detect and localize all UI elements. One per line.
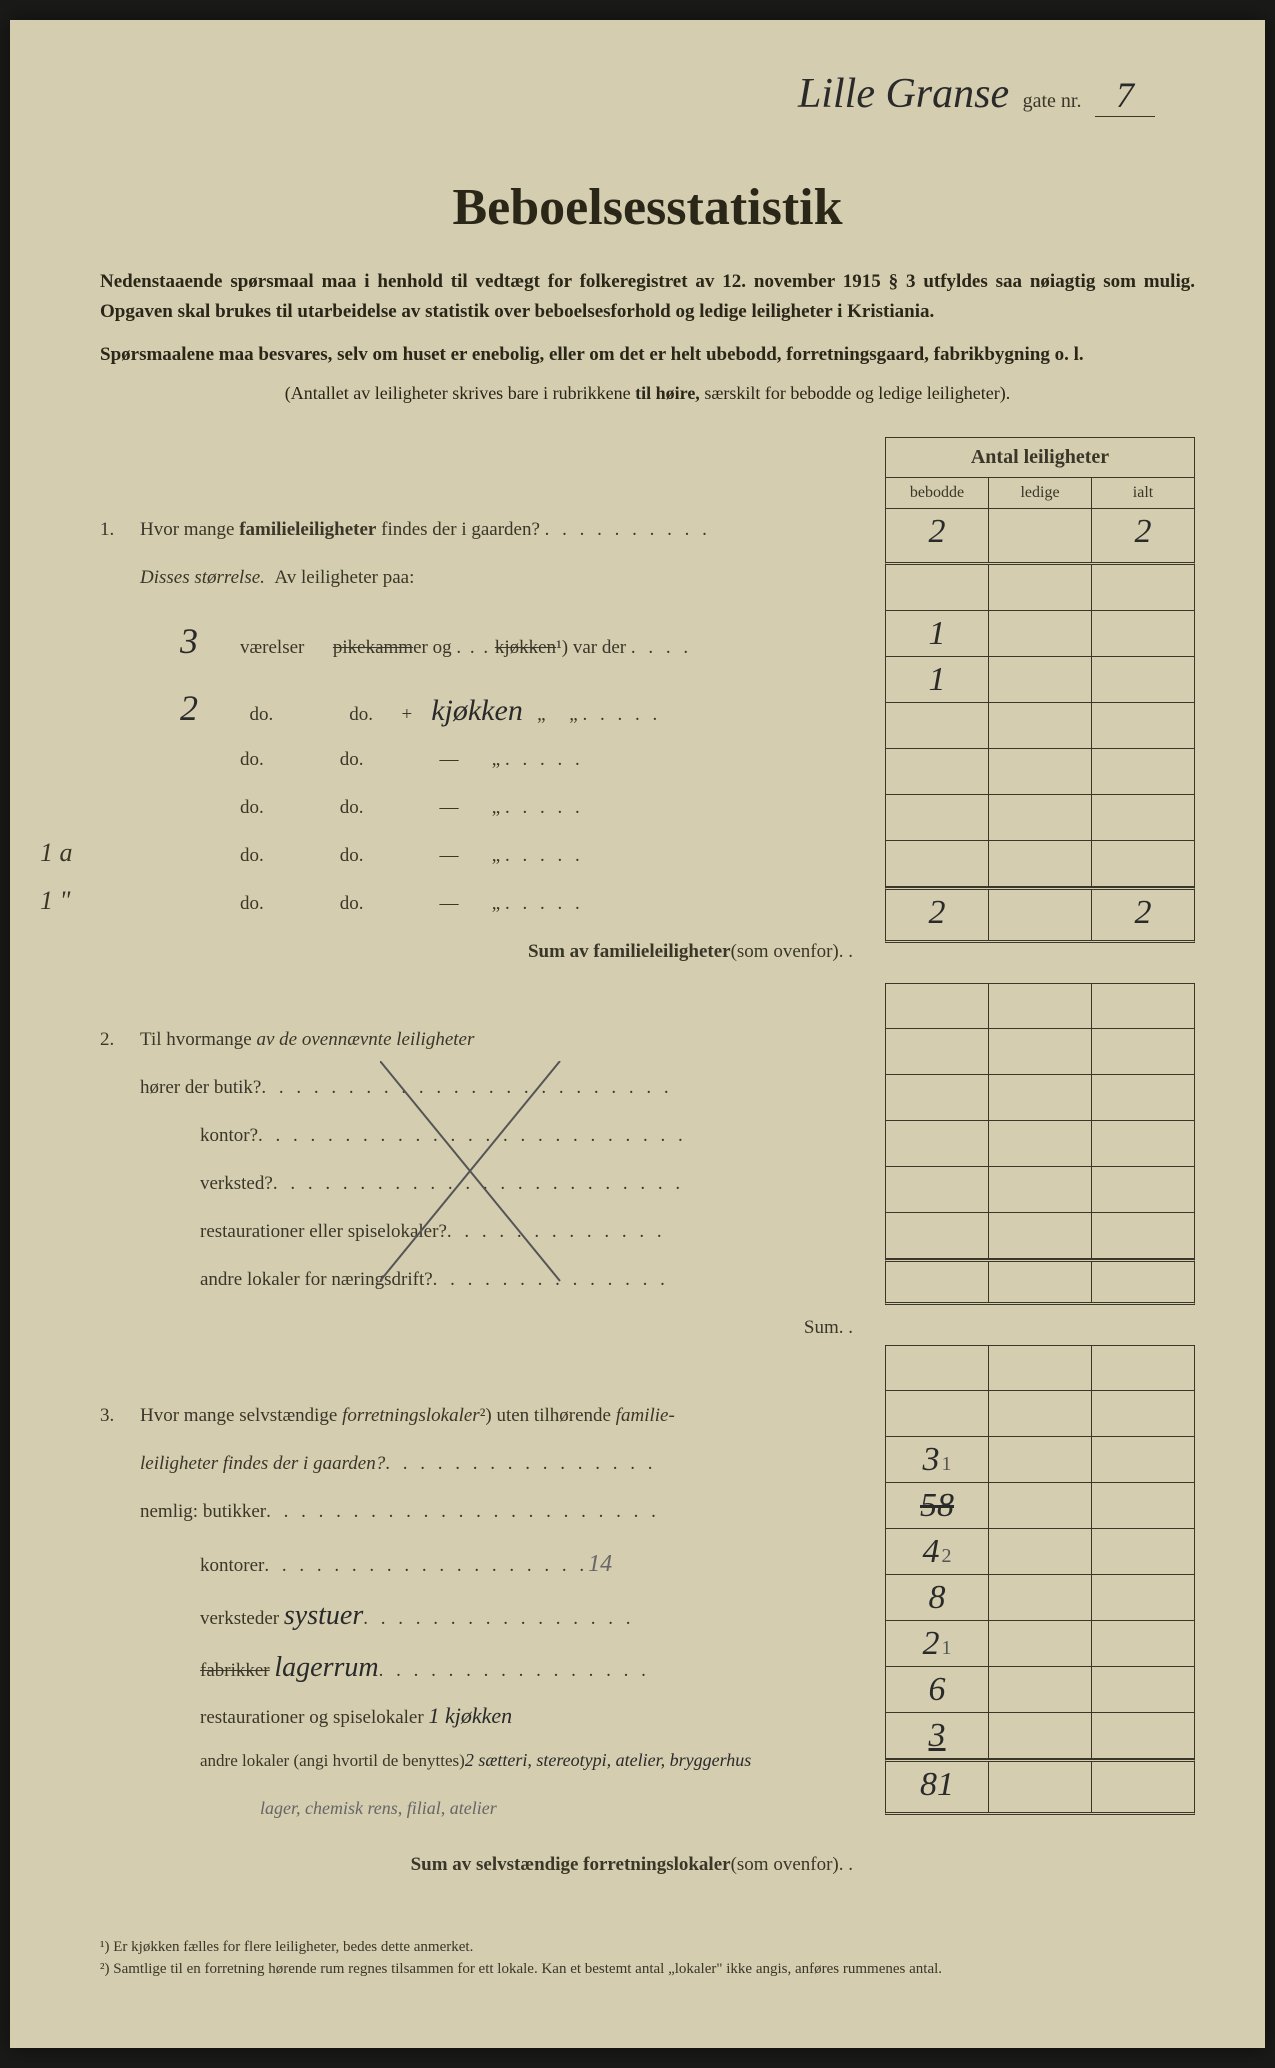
table-row-size1: 1 (885, 611, 1195, 657)
q2-sum-row: Sum . . (100, 1311, 863, 1357)
q2-text: Til hvormange av de ovennævnte leilighet… (140, 1023, 863, 1057)
question-3: 3. Hvor mange selvstændige forretningslo… (100, 1399, 863, 1445)
q1-size-row-1: 3 værelser pikekammer og . . . kjøkken¹)… (100, 609, 863, 674)
q3-text-cont: leiligheter findes der i gaarden? . . . … (100, 1447, 863, 1493)
table-row-q2-5 (885, 1213, 1195, 1259)
q3-line-andre: andre lokaler (angi hvortil de benyttes)… (100, 1744, 863, 1790)
table-row-q3-header2 (885, 1391, 1195, 1437)
table-header-title: Antal leiligheter (886, 438, 1194, 478)
q3-line-verksteder: verksteder systuer . . . . . . . . . . .… (100, 1591, 863, 1641)
table-row-size6 (885, 841, 1195, 887)
table-row-size4 (885, 749, 1195, 795)
table-row-q2-1 (885, 1029, 1195, 1075)
question-1: 1. Hvor mange familieleiligheter findes … (100, 513, 863, 559)
content-area: 1. Hvor mange familieleiligheter findes … (100, 437, 1195, 1895)
table-row-q2-sum (885, 1259, 1195, 1305)
q1-number: 1. (100, 513, 140, 547)
table-row-q2-3 (885, 1121, 1195, 1167)
q1-sub-label: Disses størrelse. Av leiligheter paa: (100, 561, 863, 607)
q2-line-butik: hører der butik? . . . . . . . . . . . .… (100, 1071, 863, 1117)
intro-para-1: Nedenstaaende spørsmaal maa i henhold ti… (100, 267, 1195, 328)
q2-line-andre: andre lokaler for næringsdrift? . . . . … (100, 1263, 863, 1309)
margin-note-1: 1 a (40, 830, 73, 877)
q1-size-row-4: do. do. — „ . . . . . (100, 791, 863, 837)
room-count-2: 2 (180, 676, 240, 741)
footnotes: ¹) Er kjøkken fælles for flere leilighet… (100, 1936, 1195, 1981)
table-row-size5 (885, 795, 1195, 841)
gate-label: gate nr. (1023, 90, 1082, 112)
table-column: Antal leiligheter bebodde ledige ialt 2 … (885, 437, 1195, 1895)
table-row-q3-fabrikker: 8 (885, 1575, 1195, 1621)
q2-line-kontor: kontor? . . . . . . . . . . . . . . . . … (100, 1119, 863, 1165)
intro-para-3: (Antallet av leiligheter skrives bare i … (100, 380, 1195, 407)
table-row-q2-2 (885, 1075, 1195, 1121)
q3-number: 3. (100, 1399, 140, 1433)
room-count-1: 3 (180, 609, 240, 674)
col-ialt: ialt (1092, 478, 1194, 508)
table-row-q2-4 (885, 1167, 1195, 1213)
q2-line-restaurationer: restaurationer eller spiselokaler? . . .… (100, 1215, 863, 1261)
q2-number: 2. (100, 1023, 140, 1057)
q3-line-extra: lager, chemisk rens, filial, atelier (100, 1792, 863, 1838)
q1-sum-row: Sum av familieleiligheter (som ovenfor) … (100, 935, 863, 981)
table-row-q1-sum: 2 2 (885, 887, 1195, 943)
header-line: Lille Granse gate nr. 7 (100, 70, 1195, 118)
margin-note-2: 1 " (40, 878, 70, 925)
q3-line-fabrikker: fabrikker lagerrum . . . . . . . . . . .… (100, 1643, 863, 1693)
table-row-q3-header (885, 1345, 1195, 1391)
q3-line-butikker: nemlig: butikker . . . . . . . . . . . .… (100, 1495, 863, 1541)
q3-text: Hvor mange selvstændige forretningslokal… (140, 1399, 863, 1433)
street-name: Lille Granse (798, 71, 1009, 117)
table-row-q3-rest: 21 (885, 1621, 1195, 1667)
page-title: Beboelsesstatistik (100, 178, 1195, 237)
footnote-1: ¹) Er kjøkken fælles for flere leilighet… (100, 1936, 1195, 1959)
col-ledige: ledige (989, 478, 1092, 508)
q3-line-kontorer: kontorer . . . . . . . . . . . . . . . .… (100, 1543, 863, 1589)
table-row-q3-kontorer: 58 (885, 1483, 1195, 1529)
q1-text: Hvor mange familieleiligheter findes der… (140, 513, 863, 547)
table-row-q2-header (885, 983, 1195, 1029)
intro-para-2: Spørsmaalene maa besvares, selv om huset… (100, 340, 1195, 370)
table-row-spacer (885, 565, 1195, 611)
table-header-cols: bebodde ledige ialt (886, 478, 1194, 508)
document-page: Lille Granse gate nr. 7 Beboelsesstatist… (10, 20, 1265, 2048)
table-row-q1: 2 2 (885, 509, 1195, 565)
col-bebodde: bebodde (886, 478, 989, 508)
q1-size-row-5: do. do. — „ . . . . . (100, 839, 863, 885)
q1-size-row-3: do. do. — „ . . . . . (100, 743, 863, 789)
questions-column: 1. Hvor mange familieleiligheter findes … (100, 437, 873, 1895)
table-row-q3-butikker: 31 (885, 1437, 1195, 1483)
table-row-size3 (885, 703, 1195, 749)
q1-size-row-2: 2 do. do. + kjøkken „ „ . . . . . (100, 676, 863, 741)
table-row-size2: 1 (885, 657, 1195, 703)
table-header: Antal leiligheter bebodde ledige ialt (885, 437, 1195, 509)
gate-number: 7 (1095, 74, 1155, 117)
table-row-q3-andre: 6 (885, 1667, 1195, 1713)
footnote-2: ²) Samtlige til en forretning hørende ru… (100, 1958, 1195, 1981)
table-row-q3-extra: 3 (885, 1713, 1195, 1759)
q3-line-restaurationer: restaurationer og spiselokaler 1 kjøkken (100, 1696, 863, 1742)
question-2: 2. Til hvormange av de ovennævnte leilig… (100, 1023, 863, 1069)
q3-sum-row: Sum av selvstændige forretningslokaler (… (100, 1848, 863, 1894)
table-row-q3-verksteder: 42 (885, 1529, 1195, 1575)
table-row-q3-sum: 81 (885, 1759, 1195, 1815)
q2-line-verksted: verksted? . . . . . . . . . . . . . . . … (100, 1167, 863, 1213)
q1-size-row-6: do. do. — „ . . . . . (100, 887, 863, 933)
